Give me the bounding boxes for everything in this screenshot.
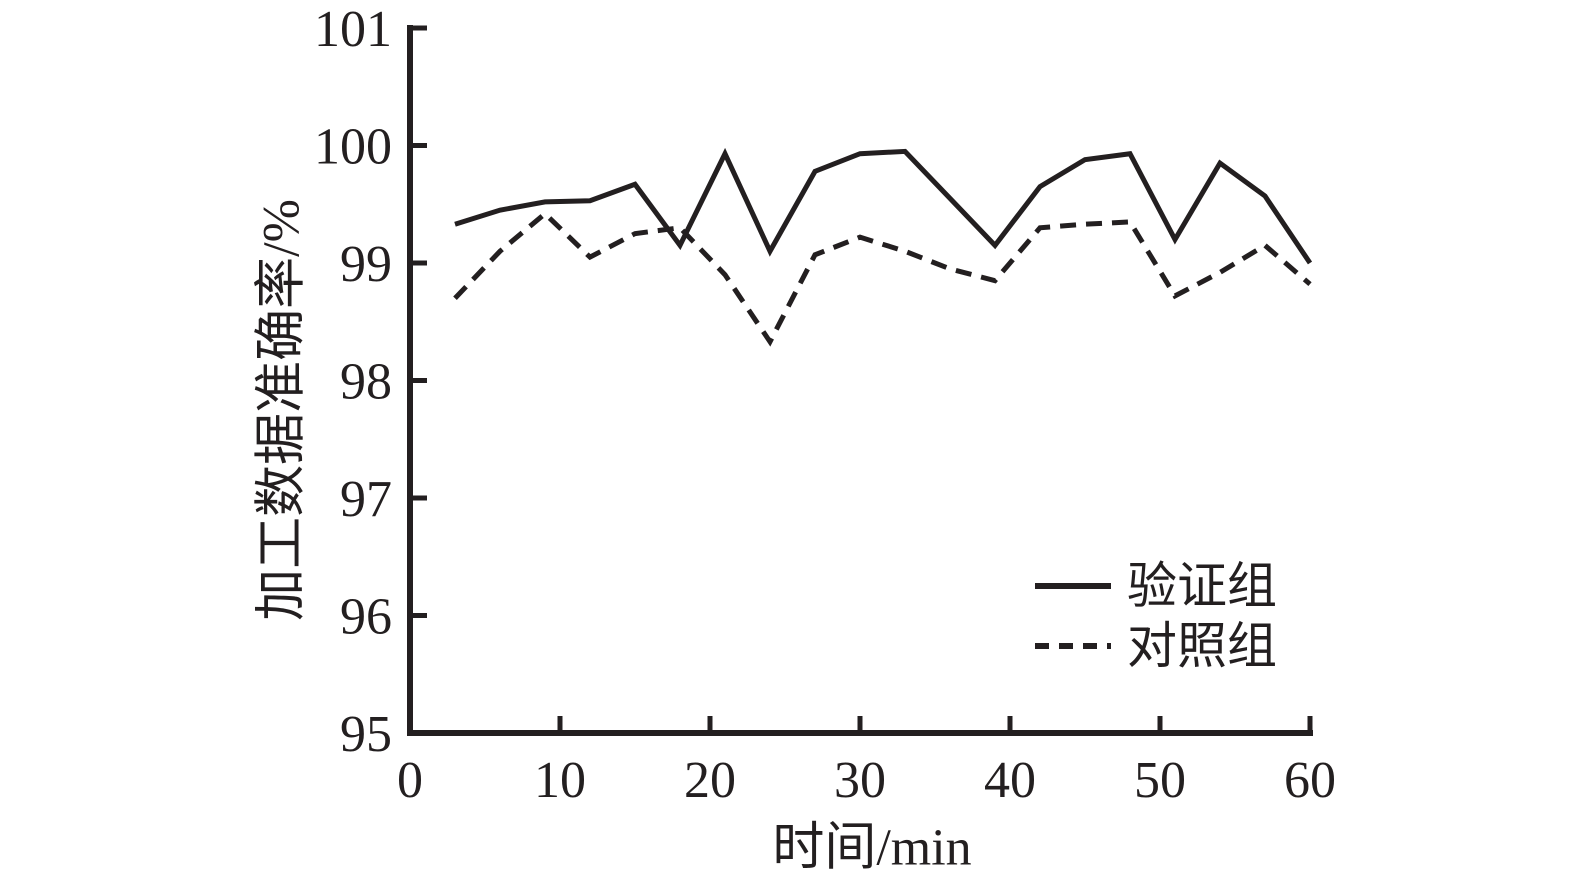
- legend-label: 对照组: [1127, 618, 1277, 674]
- y-tick-label: 98: [340, 354, 392, 411]
- series-line-validation: [454, 147, 1313, 265]
- x-tick-label: 10: [534, 752, 586, 809]
- y-tick-label: 101: [314, 1, 392, 58]
- x-tick-label: 20: [684, 752, 736, 809]
- x-tick-label: 0: [397, 752, 423, 809]
- x-axis-title: 时间/min: [772, 819, 972, 875]
- y-tick-label: 100: [314, 119, 392, 176]
- x-tick-label: 30: [834, 752, 886, 809]
- y-tick-label: 95: [340, 706, 392, 763]
- legend-item-validation: 验证组: [1035, 556, 1277, 616]
- dashed-line-swatch: [1035, 643, 1111, 649]
- legend-item-control: 对照组: [1035, 616, 1277, 676]
- y-axis-title: 加工数据准确率/%: [253, 199, 311, 621]
- legend-label: 验证组: [1127, 558, 1277, 614]
- y-tick-label: 97: [340, 471, 392, 528]
- y-tick-label: 96: [340, 589, 392, 646]
- solid-line-swatch: [1035, 583, 1111, 589]
- y-tick-label: 99: [340, 236, 392, 293]
- x-tick-label: 40: [984, 752, 1036, 809]
- legend: 验证组 对照组: [1035, 556, 1277, 676]
- series-line-control: [453, 210, 1312, 347]
- x-tick-label: 50: [1134, 752, 1186, 809]
- x-tick-label: 60: [1284, 752, 1336, 809]
